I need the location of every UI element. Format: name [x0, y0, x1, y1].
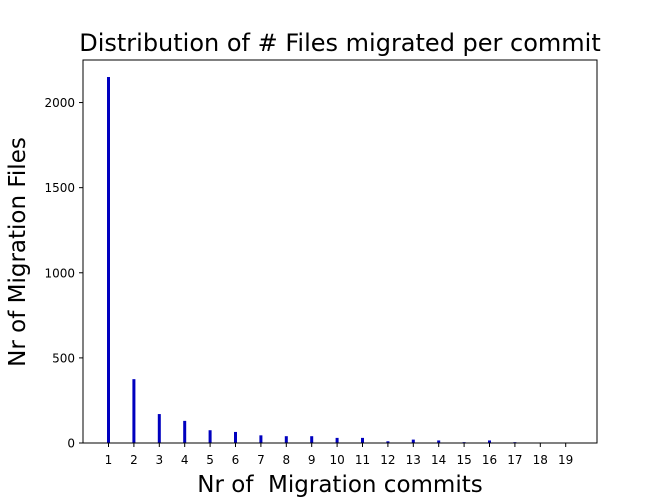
bar-12 [386, 441, 390, 443]
plot-frame [82, 59, 598, 444]
x-tick-label-9: 9 [308, 453, 316, 467]
x-tick-label-7: 7 [257, 453, 265, 467]
bar-13 [411, 439, 415, 443]
x-axis-label: Nr of Migration commits [197, 472, 482, 498]
x-tick-label-16: 16 [482, 453, 497, 467]
x-tick-label-19: 19 [558, 453, 573, 467]
x-tick-label-18: 18 [533, 453, 548, 467]
chart-title: Distribution of # Files migrated per com… [79, 29, 601, 57]
bar-10 [335, 437, 339, 443]
y-tick-label-0: 0 [67, 437, 75, 451]
x-tick-label-13: 13 [406, 453, 421, 467]
bar-11 [361, 437, 364, 443]
bar-6 [234, 431, 237, 443]
bar-1 [107, 77, 110, 444]
x-tick-label-12: 12 [380, 453, 395, 467]
x-tick-label-17: 17 [507, 453, 522, 467]
x-tick-label-4: 4 [181, 453, 189, 467]
x-tick-label-11: 11 [355, 453, 370, 467]
x-tick-label-5: 5 [206, 453, 214, 467]
x-tick-label-15: 15 [456, 453, 471, 467]
bar-8 [284, 436, 288, 443]
y-tick-label-1500: 1500 [44, 181, 75, 195]
y-tick-label-2000: 2000 [44, 96, 75, 110]
x-tick-label-1: 1 [105, 453, 113, 467]
bars-group [107, 77, 568, 444]
bar-7 [259, 435, 263, 443]
bar-16 [488, 440, 491, 443]
y-axis-label: Nr of Migration Files [5, 137, 31, 367]
y-tick-label-1000: 1000 [44, 266, 75, 280]
bar-4 [183, 420, 187, 443]
x-ticks-group: 1 2 3 4 5 6 7 8 9 10 11 12 13 14 15 16 17 18 19 [105, 443, 573, 467]
x-tick-label-14: 14 [431, 453, 446, 467]
x-tick-label-2: 2 [130, 453, 138, 467]
x-tick-label-8: 8 [282, 453, 290, 467]
x-tick-label-6: 6 [232, 453, 240, 467]
bar-14 [437, 440, 441, 443]
bar-2 [132, 379, 136, 443]
y-tick-label-500: 500 [52, 351, 75, 365]
bar-9 [310, 436, 314, 443]
x-tick-label-10: 10 [329, 453, 344, 467]
bar-3 [157, 414, 161, 443]
y-ticks-group: 0 500 1000 1500 2000 [44, 96, 83, 451]
bar-5 [208, 430, 212, 443]
x-tick-label-3: 3 [155, 453, 163, 467]
